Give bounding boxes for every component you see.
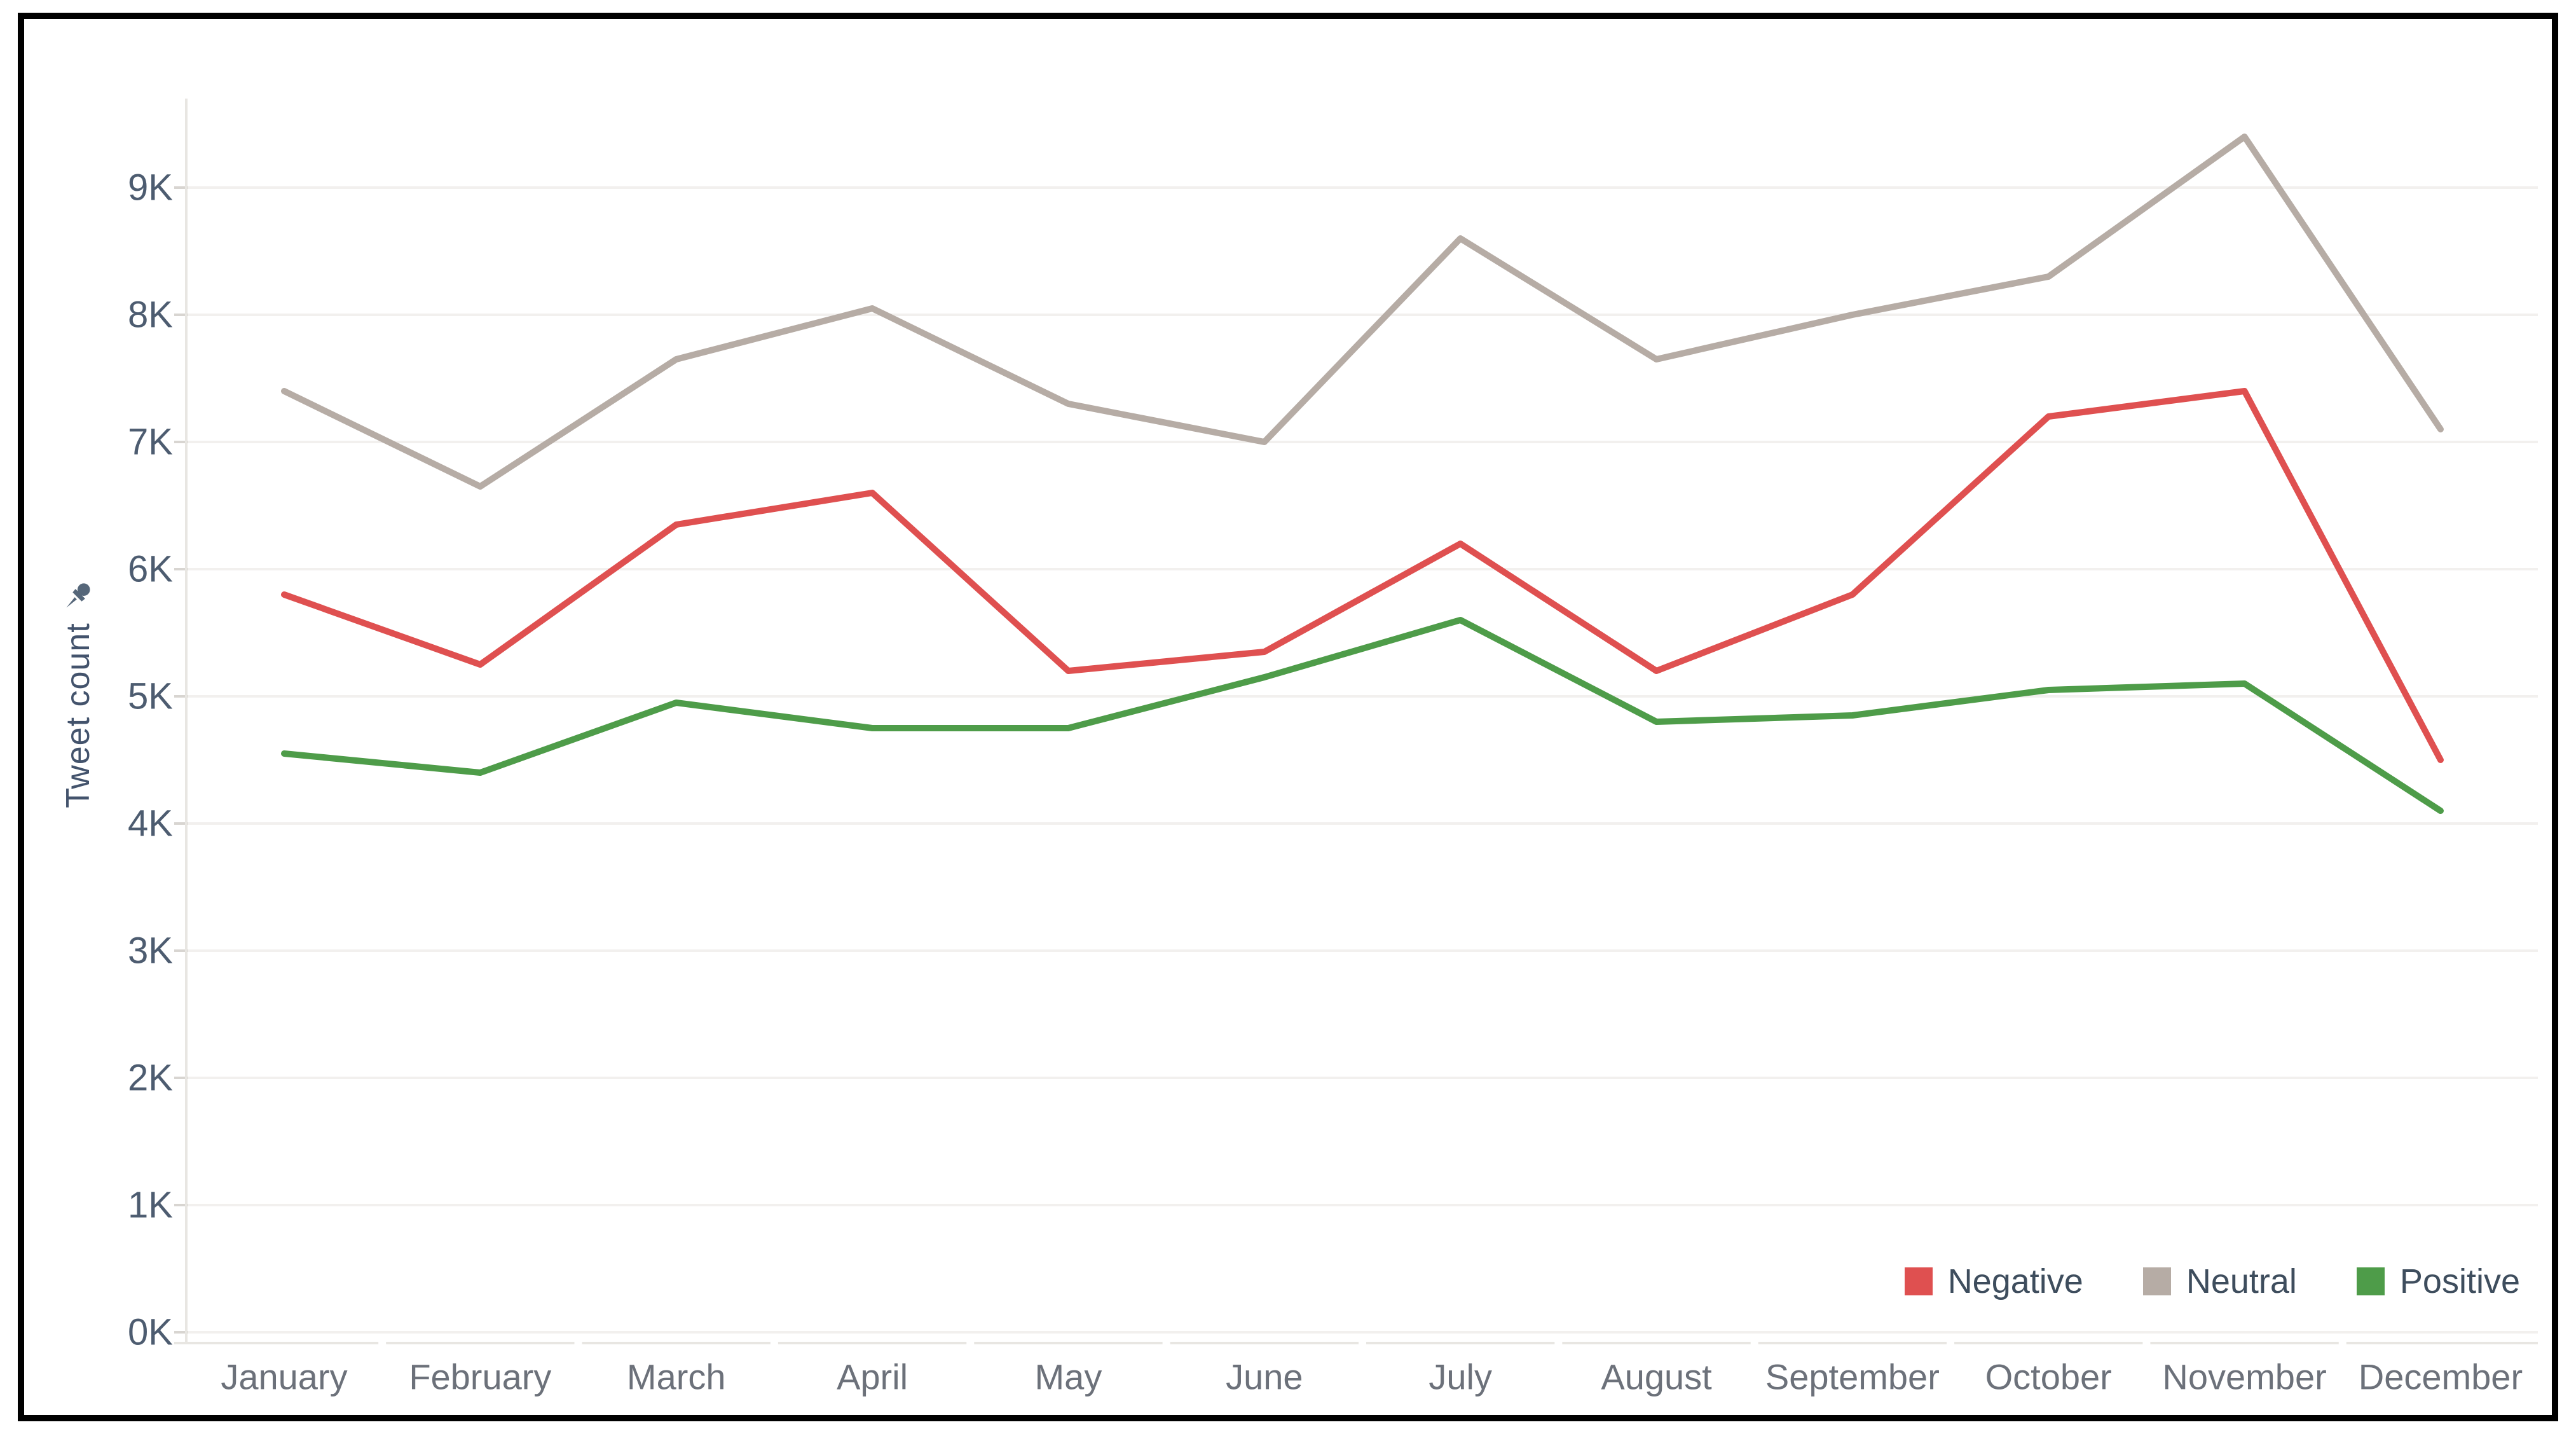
legend-item-positive[interactable]: Positive bbox=[2356, 1262, 2520, 1301]
axes bbox=[174, 99, 2538, 1344]
x-tick-label: October bbox=[1985, 1357, 2112, 1397]
series-line-negative bbox=[281, 388, 2444, 763]
y-tick-label: 9K bbox=[128, 167, 173, 209]
x-tick-label: December bbox=[2359, 1357, 2523, 1397]
x-tick-label: July bbox=[1428, 1357, 1492, 1397]
y-tick-label: 0K bbox=[128, 1312, 173, 1353]
y-tick-label: 4K bbox=[128, 803, 173, 845]
legend-label-negative: Negative bbox=[1947, 1262, 2083, 1300]
y-tick-label: 1K bbox=[128, 1185, 173, 1226]
y-tick-label: 3K bbox=[128, 930, 173, 972]
y-axis-tick-labels: 0K 1K 2K 3K 4K 5K 6K 7K 8K 9K bbox=[128, 167, 173, 1353]
x-tick-label: August bbox=[1601, 1357, 1712, 1397]
pushpin-icon bbox=[66, 583, 90, 608]
x-axis-tick-labels: January February March April May June July Augu… bbox=[221, 1357, 2523, 1397]
gridlines bbox=[174, 186, 2538, 1334]
y-axis-title-text: Tweet count bbox=[60, 623, 97, 808]
y-tick-label: 7K bbox=[128, 422, 173, 463]
series-line-positive bbox=[281, 617, 2444, 814]
series-lines bbox=[281, 134, 2444, 814]
x-tick-label: February bbox=[409, 1357, 551, 1397]
x-tick-label: March bbox=[627, 1357, 726, 1397]
x-tick-label: June bbox=[1226, 1357, 1303, 1397]
legend-label-neutral: Neutral bbox=[2186, 1262, 2297, 1300]
series-line-neutral bbox=[281, 134, 2444, 490]
legend-label-positive: Positive bbox=[2399, 1262, 2520, 1300]
x-tick-label: January bbox=[221, 1357, 347, 1397]
legend-swatch-negative bbox=[1904, 1267, 1933, 1295]
legend: Negative Neutral Positive bbox=[1904, 1262, 2520, 1301]
x-tick-label: November bbox=[2162, 1357, 2326, 1397]
legend-item-negative[interactable]: Negative bbox=[1904, 1262, 2083, 1301]
y-tick-label: 8K bbox=[128, 294, 173, 336]
legend-swatch-positive bbox=[2356, 1267, 2385, 1295]
y-tick-label: 2K bbox=[128, 1058, 173, 1099]
legend-item-neutral[interactable]: Neutral bbox=[2142, 1262, 2297, 1301]
legend-swatch-neutral bbox=[2142, 1267, 2171, 1295]
x-tick-label: April bbox=[837, 1357, 908, 1397]
y-tick-label: 6K bbox=[128, 549, 173, 590]
chart-frame bbox=[18, 13, 2558, 1421]
x-tick-label: May bbox=[1035, 1357, 1102, 1397]
y-tick-label: 5K bbox=[128, 676, 173, 717]
y-axis-title: Tweet count bbox=[58, 564, 99, 825]
x-tick-label: September bbox=[1765, 1357, 1940, 1397]
